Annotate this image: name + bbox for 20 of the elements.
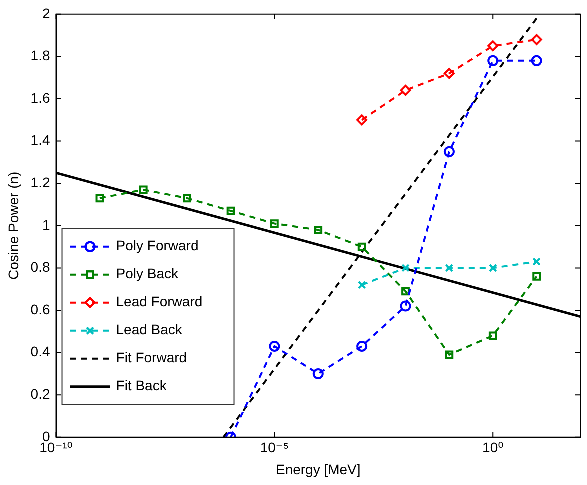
y-tick-label: 2 [42,5,50,22]
y-tick-label: 1.8 [30,48,50,64]
y-tick-label: 0.4 [30,344,50,360]
y-tick-label: 0.8 [30,259,50,276]
y-tick-label: 1.6 [30,90,50,106]
x-tick-label: 10⁻⁵ [260,440,290,456]
legend-label: Poly Forward [116,238,199,254]
legend-label: Lead Back [116,322,184,338]
y-tick-label: 1.4 [30,132,50,148]
y-axis-title: Cosine Power (n) [5,172,22,280]
y-tick-label: 0.6 [30,301,50,318]
y-tick-label: 1 [42,216,50,233]
y-tick-label: 1.2 [30,174,50,190]
y-tick-label: 0.2 [30,386,50,402]
x-axis-title: Energy [MeV] [276,461,361,478]
legend-label: Poly Back [116,266,180,282]
legend-label: Fit Forward [116,350,188,366]
legend-label: Fit Back [116,378,168,394]
legend-label: Lead Forward [116,294,203,310]
x-tick-label: 10⁰ [482,440,504,456]
